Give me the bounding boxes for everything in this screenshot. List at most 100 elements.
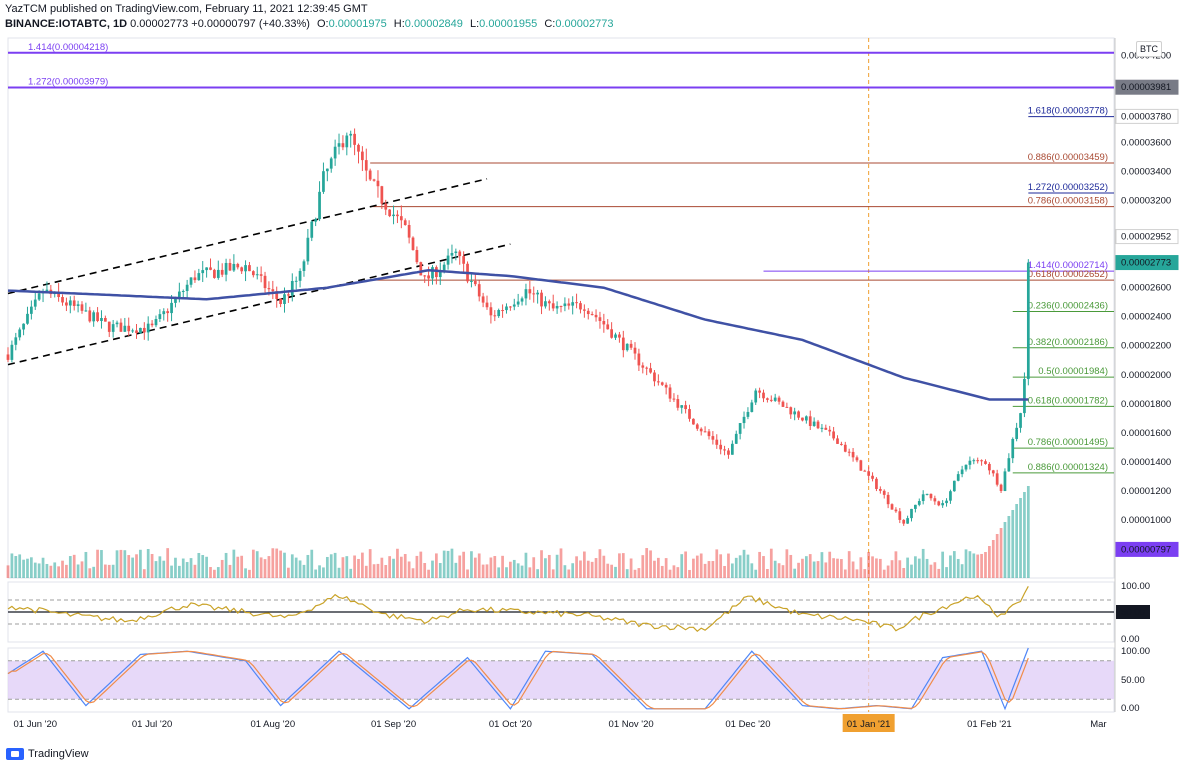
- candle-body: [497, 310, 501, 317]
- open-label: O:: [316, 18, 329, 30]
- candle-body: [368, 170, 372, 180]
- candle-body: [248, 265, 251, 272]
- candle-body: [100, 317, 103, 321]
- volume-bar: [551, 569, 555, 578]
- time-axis-tick: Mar: [1090, 719, 1106, 730]
- candle-body: [158, 314, 162, 320]
- volume-bar: [251, 549, 255, 578]
- candle-body: [910, 508, 913, 519]
- close-label: C:: [544, 18, 556, 30]
- volume-bar: [146, 549, 150, 578]
- fib-level-label: 0.236(0.00002436): [1028, 300, 1108, 311]
- volume-bar: [325, 556, 329, 578]
- candle-body: [485, 302, 489, 308]
- volume-bar: [306, 554, 310, 578]
- candle-body: [388, 209, 392, 217]
- candle-body: [551, 303, 555, 309]
- volume-bar: [337, 567, 341, 578]
- volume-bar: [851, 561, 855, 578]
- time-axis-tick: 01 Aug '20: [251, 719, 296, 730]
- volume-bar: [614, 566, 617, 578]
- tradingview-logo[interactable]: TradingView: [6, 746, 89, 762]
- candle-body: [131, 330, 134, 332]
- volume-bar: [427, 569, 430, 578]
- volume-bar: [53, 562, 57, 578]
- volume-bar: [407, 561, 411, 578]
- volume-bar: [836, 558, 839, 578]
- volume-bar: [45, 563, 49, 578]
- volume-bar: [271, 548, 275, 578]
- volume-bar: [466, 569, 469, 578]
- volume-bar: [917, 558, 921, 578]
- candle-body: [988, 463, 991, 471]
- volume-bar: [641, 555, 645, 578]
- candle-body: [294, 280, 298, 282]
- volume-bar: [555, 554, 559, 578]
- time-axis-tick: 01 Dec '20: [725, 719, 770, 730]
- volume-bar: [283, 552, 286, 578]
- price-axis-tick: 0.00002000: [1121, 370, 1171, 381]
- candle-body: [115, 322, 119, 325]
- volume-bar: [606, 563, 610, 578]
- volume-bar: [505, 567, 508, 578]
- volume-bar: [727, 553, 730, 578]
- volume-bar: [419, 551, 423, 578]
- candle-body: [384, 203, 388, 210]
- volume-bar: [571, 563, 575, 578]
- volume-bar: [142, 569, 146, 578]
- candle-body: [859, 460, 863, 471]
- volume-bar: [193, 564, 197, 578]
- currency-badge[interactable]: BTC: [1136, 41, 1162, 57]
- candle-body: [730, 443, 734, 455]
- candle-body: [224, 262, 228, 275]
- candle-body: [185, 284, 189, 292]
- candle-body: [902, 519, 906, 524]
- candle-body: [419, 262, 423, 276]
- candle-body: [146, 323, 150, 333]
- candle-body: [715, 439, 719, 445]
- volume-bar: [824, 562, 828, 578]
- publisher-line: YazTCM published on TradingView.com, Feb…: [5, 3, 368, 15]
- candle-body: [571, 302, 575, 306]
- volume-bar: [376, 563, 380, 578]
- volume-bar: [403, 554, 407, 578]
- candle-body: [956, 474, 960, 481]
- volume-bar: [275, 548, 279, 578]
- volume-bar: [941, 551, 945, 578]
- low-label: L:: [469, 18, 480, 30]
- volume-bar: [485, 564, 489, 578]
- candle-body: [797, 411, 800, 418]
- candle-body: [925, 493, 929, 495]
- volume-bar: [353, 555, 356, 578]
- candle-body: [68, 300, 72, 306]
- candle-body: [734, 433, 738, 444]
- volume-bar: [1023, 492, 1026, 578]
- volume-bar: [933, 562, 937, 578]
- candle-body: [509, 306, 512, 308]
- time-axis-tick: 01 Nov '20: [609, 719, 654, 730]
- candle-body: [267, 288, 271, 290]
- candle-body: [10, 344, 14, 360]
- volume-bar: [162, 560, 166, 578]
- candle-body: [22, 323, 25, 330]
- candle-body: [450, 252, 454, 256]
- candle-body: [738, 423, 742, 434]
- candle-body: [57, 291, 60, 298]
- candle-body: [150, 323, 154, 326]
- volume-bar: [435, 553, 438, 578]
- candle-body: [894, 509, 898, 512]
- candle-body: [1011, 438, 1015, 459]
- volume-bar: [894, 551, 898, 578]
- volume-bar: [738, 555, 742, 578]
- volume-bar: [232, 549, 236, 578]
- volume-bar: [259, 557, 263, 578]
- stoch-d-line: [7, 650, 1029, 710]
- volume-bar: [668, 569, 672, 578]
- volume-bar: [676, 567, 680, 578]
- candle-body: [396, 214, 399, 217]
- volume-bar: [80, 561, 84, 578]
- volume-bar: [855, 569, 859, 578]
- volume-bar: [688, 569, 691, 578]
- volume-bar: [734, 557, 738, 578]
